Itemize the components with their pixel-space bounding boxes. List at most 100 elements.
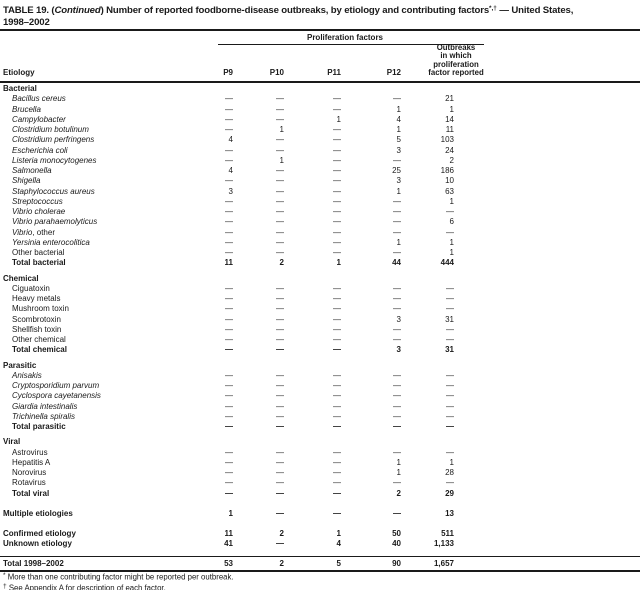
- filler-cell: [454, 258, 640, 268]
- p12-cell: 1: [396, 457, 401, 467]
- etiology-cell: Streptococcus: [12, 196, 63, 206]
- footnote-dagger: † See Appendix A for description of each…: [3, 583, 166, 590]
- table-row: Salmonella 4 — — 25 186: [0, 166, 640, 176]
- p10-cell: —: [276, 314, 284, 324]
- filler-cell: [454, 432, 640, 447]
- p12-cell: [341, 269, 401, 284]
- p12-cell: 3: [396, 145, 401, 155]
- table-row: Multiple etiologies 1 — — — 13: [0, 499, 640, 519]
- table-row: Campylobacter — — 1 4 14: [0, 115, 640, 125]
- table-title: TABLE 19. (Continued) Number of reported…: [3, 5, 574, 28]
- p12-cell: 1: [396, 468, 401, 477]
- p12-cell: —: [393, 94, 401, 104]
- p12-cell: —: [393, 411, 401, 421]
- filler-cell: [454, 412, 640, 422]
- table-row: Total bacterial 11 2 1 44 444: [0, 258, 640, 268]
- p10-cell: [233, 356, 284, 371]
- outbreaks-cell: 14: [445, 114, 454, 124]
- filler-cell: [454, 248, 640, 258]
- table-row: Shellfish toxin — — — — —: [0, 325, 640, 335]
- outbreaks-cell: 511: [441, 529, 454, 538]
- outbreaks-cell: —: [446, 422, 454, 431]
- p10-cell: —: [276, 488, 284, 498]
- p11-cell: —: [333, 104, 341, 114]
- etiology-cell: Salmonella: [12, 166, 52, 175]
- outbreaks-cell: [401, 432, 454, 447]
- table-row: Total 1998–2002 53 2 5 90 1,657: [0, 555, 640, 572]
- outbreaks-cell: —: [446, 478, 454, 488]
- title-line2: 1998–2002: [3, 16, 50, 28]
- etiology-cell: Viral: [3, 437, 21, 447]
- p11-cell: —: [333, 335, 341, 344]
- table-row: Escherichia coli — — — 3 24: [0, 146, 640, 156]
- etiology-cell: Total bacterial: [12, 258, 66, 268]
- p12-cell: —: [393, 283, 401, 293]
- p12-cell: 4: [396, 114, 401, 124]
- filler-cell: [454, 345, 640, 355]
- p10-cell: —: [276, 135, 284, 145]
- outbreaks-cell: 10: [445, 176, 454, 186]
- p10-cell: —: [276, 207, 284, 216]
- table-row: Total chemical — — — 3 31: [0, 345, 640, 355]
- outbreaks-cell: 21: [445, 94, 454, 104]
- p11-cell: —: [333, 283, 341, 293]
- outbreaks-cell: 1: [449, 457, 454, 467]
- p10-cell: 1: [279, 125, 284, 134]
- p10-cell: —: [276, 227, 284, 237]
- table-body: Bacterial Bacillus cereus — — — — 21 Bru…: [0, 84, 640, 572]
- p10-cell: —: [276, 478, 284, 488]
- p10-cell: —: [276, 217, 284, 227]
- outbreaks-cell: —: [446, 381, 454, 390]
- p10-cell: [233, 84, 284, 94]
- table-row: Scombrotoxin — — — 3 31: [0, 315, 640, 325]
- table-row: Mushroom toxin — — — — —: [0, 304, 640, 314]
- p12-cell: —: [393, 370, 401, 380]
- filler-cell: [454, 84, 640, 94]
- etiology-table: Bacterial Bacillus cereus — — — — 21 Bru…: [0, 84, 640, 572]
- table-row: Bacillus cereus — — — — 21: [0, 94, 640, 104]
- p10-cell: —: [276, 304, 284, 314]
- p12-cell: —: [393, 155, 401, 165]
- p11-cell: —: [333, 370, 341, 380]
- p12-cell: —: [393, 227, 401, 237]
- p11-cell: —: [333, 207, 341, 216]
- p12-cell: 5: [396, 135, 401, 145]
- table-row: Listeria monocytogenes — 1 — — 2: [0, 156, 640, 166]
- etiology-cell: Total parasitic: [12, 422, 66, 431]
- p12-cell: 1: [396, 186, 401, 196]
- p10-cell: —: [276, 104, 284, 114]
- table-row: Astrovirus — — — — —: [0, 448, 640, 458]
- table-row: Staphylococcus aureus 3 — — 1 63: [0, 187, 640, 197]
- filler-cell: [454, 304, 640, 314]
- outbreaks-cell: 1: [449, 237, 454, 247]
- p9-cell: —: [225, 304, 233, 314]
- p9-cell: 4: [228, 135, 233, 145]
- p9-cell: [205, 356, 233, 371]
- p9-cell: [205, 84, 233, 94]
- p9-cell: —: [225, 294, 233, 303]
- filler-cell: [454, 519, 640, 539]
- p11-cell: —: [333, 125, 341, 134]
- etiology-cell: Cyclospora cayetanensis: [12, 391, 101, 401]
- p9-cell: —: [225, 114, 233, 124]
- filler-cell: [454, 269, 640, 284]
- title-continued: Continued: [54, 5, 101, 16]
- p11-cell: —: [333, 345, 341, 355]
- p12-cell: 40: [392, 539, 401, 549]
- table-row: Ciguatoxin — — — — —: [0, 284, 640, 294]
- p10-cell: 2: [233, 555, 284, 572]
- p11-cell: —: [333, 422, 341, 431]
- p9-cell: —: [225, 324, 233, 334]
- etiology-cell: Shellfish toxin: [12, 324, 62, 334]
- etiology-cell: Other chemical: [12, 335, 66, 344]
- table-row: Chemical: [0, 269, 640, 284]
- filler-cell: [454, 166, 640, 176]
- p11-cell: —: [333, 324, 341, 334]
- filler-cell: [454, 448, 640, 458]
- outbreaks-cell: [401, 356, 454, 371]
- outbreaks-cell: —: [446, 283, 454, 293]
- column-header-p9: P9: [223, 68, 233, 77]
- etiology-cell: Total chemical: [12, 345, 67, 355]
- filler-cell: [454, 458, 640, 468]
- p11-cell: [284, 84, 341, 94]
